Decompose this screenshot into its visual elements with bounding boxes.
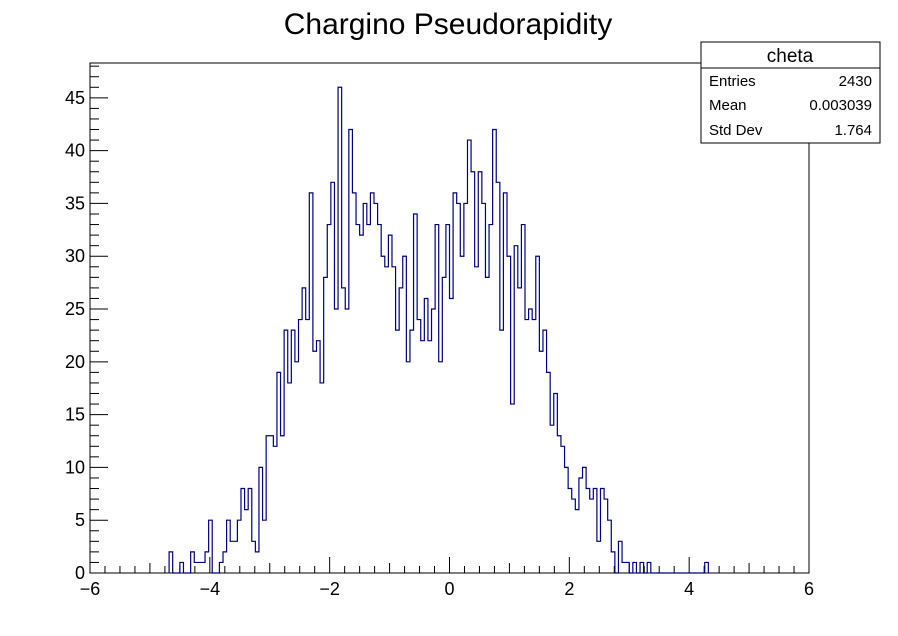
x-tick-label: −6 [80, 579, 101, 599]
histogram-bin [313, 351, 317, 573]
histogram-bin [432, 309, 436, 573]
y-tick-label: 0 [75, 563, 85, 583]
histogram-bin [421, 341, 425, 573]
histogram-bin [288, 383, 292, 573]
histogram-bin [234, 541, 238, 573]
histogram-bin [467, 140, 471, 573]
histogram-bin [575, 510, 579, 573]
histogram-bin [511, 404, 515, 573]
histogram-bin [352, 193, 356, 573]
histogram-bin [295, 362, 299, 573]
y-tick-label: 40 [65, 141, 85, 161]
histogram-bin [450, 298, 454, 573]
histogram-bin [230, 541, 234, 573]
y-axis: 0 5 10 15 20 25 30 35 40 45 [65, 65, 108, 583]
x-tick-label: 2 [564, 579, 574, 599]
histogram-bin [273, 446, 277, 573]
histogram-bin [245, 510, 249, 573]
histogram-bin [345, 309, 349, 573]
x-tick-label: −4 [200, 579, 221, 599]
histogram-bin [302, 288, 306, 573]
y-tick-label: 5 [75, 510, 85, 530]
histogram-bin [320, 383, 324, 573]
histogram-bin [525, 320, 529, 573]
stats-label-entries: Entries [709, 73, 756, 90]
histogram-bin [586, 489, 590, 573]
histogram-bin [334, 309, 338, 573]
x-tick-label: 6 [804, 579, 814, 599]
stats-box-frame [700, 41, 881, 144]
histogram-bin [529, 309, 533, 573]
histogram-bin [396, 330, 400, 573]
stats-box: cheta Entries 2430 Mean 0.003039 Std Dev… [700, 41, 881, 144]
histogram-bin [198, 562, 202, 573]
y-tick-label: 45 [65, 88, 85, 108]
histogram-bin [518, 288, 522, 573]
histogram-bin [360, 235, 364, 573]
histogram-bin [539, 351, 543, 573]
histogram-bin [410, 330, 414, 573]
histogram-bin [464, 203, 468, 573]
histogram-bin [457, 203, 461, 573]
histogram-bin [622, 562, 626, 573]
histogram-bin [417, 320, 421, 573]
histogram-bin [263, 520, 267, 573]
x-tick-label: 0 [444, 579, 454, 599]
stats-value-entries: 2430 [839, 73, 872, 90]
histogram-bin [367, 225, 371, 573]
x-axis: −6 −4 −2 0 2 4 6 [80, 557, 814, 599]
histogram-bin [363, 203, 367, 573]
histogram-bin [194, 562, 198, 573]
stats-label-stddev: Std Dev [709, 122, 763, 139]
histogram-bin [597, 541, 601, 573]
histogram-bin [356, 225, 360, 573]
y-tick-label: 20 [65, 352, 85, 372]
y-tick-label: 10 [65, 457, 85, 477]
x-tick-label: −2 [319, 579, 340, 599]
histogram-bin [385, 267, 389, 573]
histogram-bin [485, 277, 489, 573]
stats-name: cheta [767, 46, 814, 67]
histogram-bin [388, 235, 392, 573]
histogram-bin [500, 330, 504, 573]
stats-value-stddev: 1.764 [834, 122, 872, 139]
chart-title: Chargino Pseudorapidity [284, 8, 613, 41]
histogram-bin [374, 203, 378, 573]
stats-value-mean: 0.003039 [809, 97, 872, 114]
stats-label-mean: Mean [709, 97, 747, 114]
histogram-bin [475, 267, 479, 573]
histogram-bin [370, 193, 374, 573]
x-tick-label: 4 [684, 579, 694, 599]
histogram-bin [557, 436, 561, 573]
histogram-bin [406, 362, 410, 573]
y-tick-label: 30 [65, 246, 85, 266]
histogram-bin [590, 499, 594, 573]
histogram-bin [378, 225, 382, 573]
y-tick-label: 15 [65, 405, 85, 425]
histogram-bin [270, 436, 274, 573]
histogram-bin [428, 341, 432, 573]
histogram-bin [532, 320, 536, 573]
histogram-bin [439, 362, 443, 573]
histogram-bin [306, 320, 310, 573]
y-tick-label: 35 [65, 193, 85, 213]
histogram-bin [381, 256, 385, 573]
histogram-bin [201, 562, 205, 573]
y-tick-label: 25 [65, 299, 85, 319]
histogram-bin [460, 256, 464, 573]
histogram-outline [168, 86, 709, 574]
histogram-bin [255, 552, 259, 573]
histogram-bin [281, 436, 285, 573]
histogram-bin [550, 425, 554, 573]
histogram-bin [342, 288, 346, 573]
histogram-bin [568, 489, 572, 573]
